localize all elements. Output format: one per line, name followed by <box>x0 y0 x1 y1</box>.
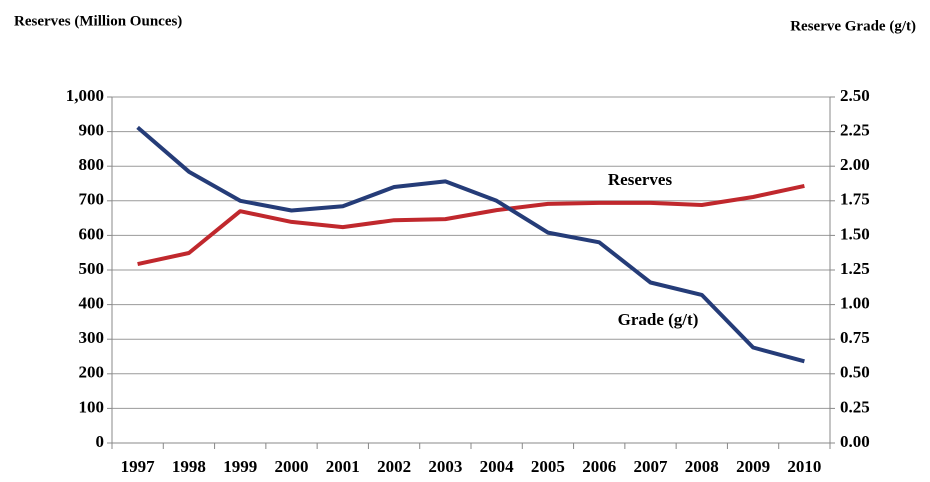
series-label: Reserves <box>608 170 673 189</box>
y2-tick-label: 1.75 <box>840 190 870 209</box>
x-tick-label: 2002 <box>377 457 411 476</box>
series-line <box>136 125 805 364</box>
series-label: Grade (g/t) <box>618 310 699 329</box>
y2-tick-label: 0.50 <box>840 363 870 382</box>
x-tick-label: 2001 <box>326 457 360 476</box>
y2-axis-title: Reserve Grade (g/t) <box>790 18 916 34</box>
y-tick-label: 500 <box>79 259 105 278</box>
y-tick-label: 100 <box>79 397 105 416</box>
x-tick-label: 2007 <box>634 457 669 476</box>
y2-tick-label: 0.75 <box>840 328 870 347</box>
x-tick-label: 2006 <box>582 457 616 476</box>
x-tick-label: 1999 <box>223 457 257 476</box>
x-tick-label: 2005 <box>531 457 565 476</box>
y-tick-label: 200 <box>79 363 105 382</box>
y-tick-label: 600 <box>79 224 105 243</box>
y-tick-label: 900 <box>79 121 105 140</box>
series-line <box>137 183 805 267</box>
y2-tick-label: 2.00 <box>840 155 870 174</box>
y2-tick-label: 1.50 <box>840 224 870 243</box>
y-tick-label: 1,000 <box>66 86 104 105</box>
y-tick-label: 800 <box>79 155 105 174</box>
y2-tick-label: 2.50 <box>840 86 870 105</box>
y2-tick-label: 0.00 <box>840 432 870 451</box>
x-tick-label: 2004 <box>480 457 515 476</box>
y-axis-title: Reserves (Million Ounces) <box>14 13 182 29</box>
x-tick-label: 2008 <box>685 457 719 476</box>
x-tick-label: 1997 <box>121 457 156 476</box>
y2-tick-label: 2.25 <box>840 121 870 140</box>
y-tick-label: 400 <box>79 294 105 313</box>
y2-tick-label: 1.00 <box>840 294 870 313</box>
x-tick-label: 2003 <box>428 457 462 476</box>
x-tick-label: 2000 <box>275 457 309 476</box>
x-tick-label: 2009 <box>736 457 770 476</box>
y-tick-label: 700 <box>79 190 105 209</box>
y2-tick-label: 0.25 <box>840 397 870 416</box>
x-tick-label: 1998 <box>172 457 206 476</box>
y-tick-label: 0 <box>96 432 105 451</box>
y2-tick-label: 1.25 <box>840 259 870 278</box>
y-tick-label: 300 <box>79 328 105 347</box>
x-tick-label: 2010 <box>787 457 821 476</box>
